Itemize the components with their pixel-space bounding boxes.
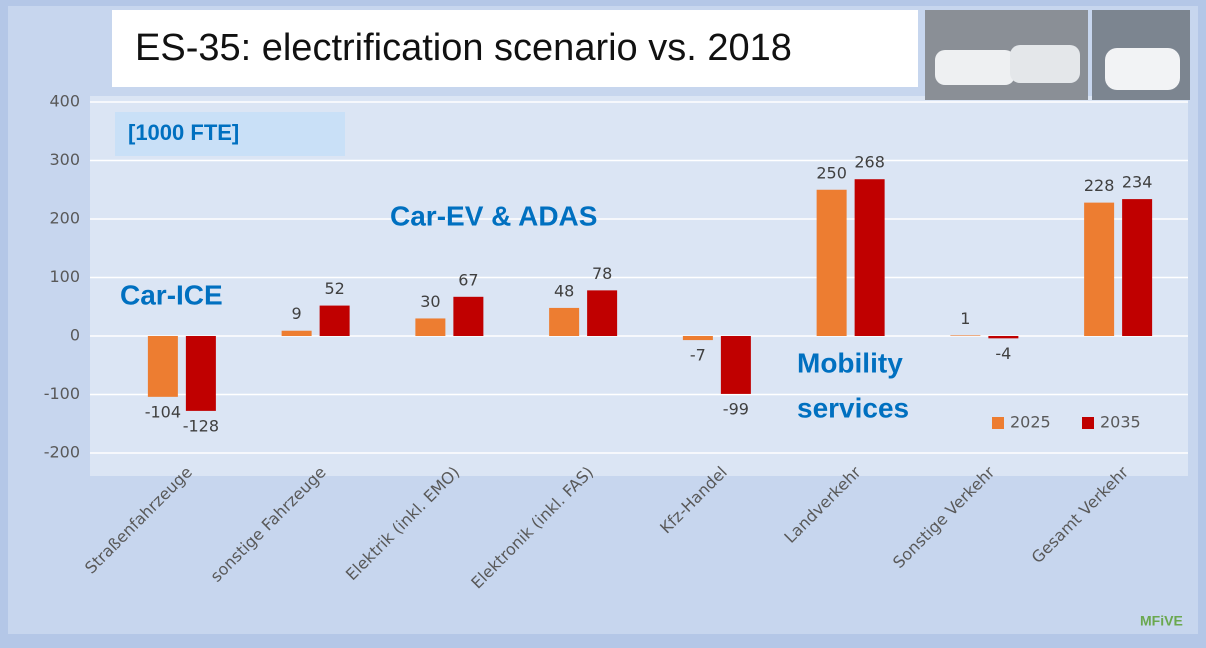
annotation: services: [797, 392, 909, 423]
photo-car: [935, 50, 1015, 85]
chart-title: ES-35: electrification scenario vs. 2018: [135, 27, 792, 69]
bar: [415, 318, 446, 336]
value-label: -128: [183, 416, 219, 435]
plot-area: [90, 96, 1188, 476]
bar: [147, 336, 178, 397]
bar: [816, 189, 847, 336]
bar: [950, 335, 981, 336]
bar: [453, 296, 484, 336]
value-label: 1: [960, 309, 970, 328]
bar: [854, 179, 885, 336]
legend-label: 2035: [1100, 413, 1141, 432]
y-tick-label: 300: [49, 150, 80, 169]
bar: [185, 336, 216, 411]
legend-swatch: [992, 417, 1004, 429]
value-label: 228: [1084, 176, 1115, 195]
photo-car: [1105, 48, 1180, 90]
y-tick-label: -200: [44, 443, 80, 462]
y-tick-label: 200: [49, 209, 80, 228]
y-tick-label: 0: [70, 326, 80, 345]
value-label: 78: [592, 264, 612, 283]
value-label: -7: [690, 346, 706, 365]
value-label: 30: [420, 292, 440, 311]
y-tick-label: 400: [49, 92, 80, 111]
value-label: 67: [458, 270, 478, 289]
value-label: 268: [854, 153, 885, 172]
bar: [1084, 202, 1115, 336]
value-label: -4: [995, 344, 1011, 363]
bar: [988, 336, 1019, 339]
value-label: 52: [324, 279, 344, 298]
bar: [319, 305, 350, 336]
bar: [682, 336, 713, 341]
legend-label: 2025: [1010, 413, 1051, 432]
y-tick-label: -100: [44, 384, 80, 403]
annotation: [1000 FTE]: [128, 120, 239, 145]
photo-car: [1010, 45, 1080, 83]
value-label: -104: [145, 402, 181, 421]
bar: [587, 290, 618, 336]
title-box: [112, 10, 918, 87]
annotation: Mobility: [797, 347, 903, 378]
bar: [720, 336, 751, 394]
value-label: 234: [1122, 173, 1153, 192]
logo: MFiVE: [1140, 613, 1183, 629]
y-tick-label: 100: [49, 267, 80, 286]
bar: [1122, 199, 1153, 336]
annotation: Car-EV & ADAS: [390, 200, 597, 231]
bar: [281, 330, 312, 336]
value-label: 48: [554, 281, 574, 300]
bar: [549, 307, 580, 336]
value-label: -99: [723, 399, 749, 418]
value-label: 9: [292, 304, 302, 323]
legend-swatch: [1082, 417, 1094, 429]
value-label: 250: [816, 163, 847, 182]
unit-box: [115, 112, 345, 156]
annotation: Car-ICE: [120, 279, 223, 310]
